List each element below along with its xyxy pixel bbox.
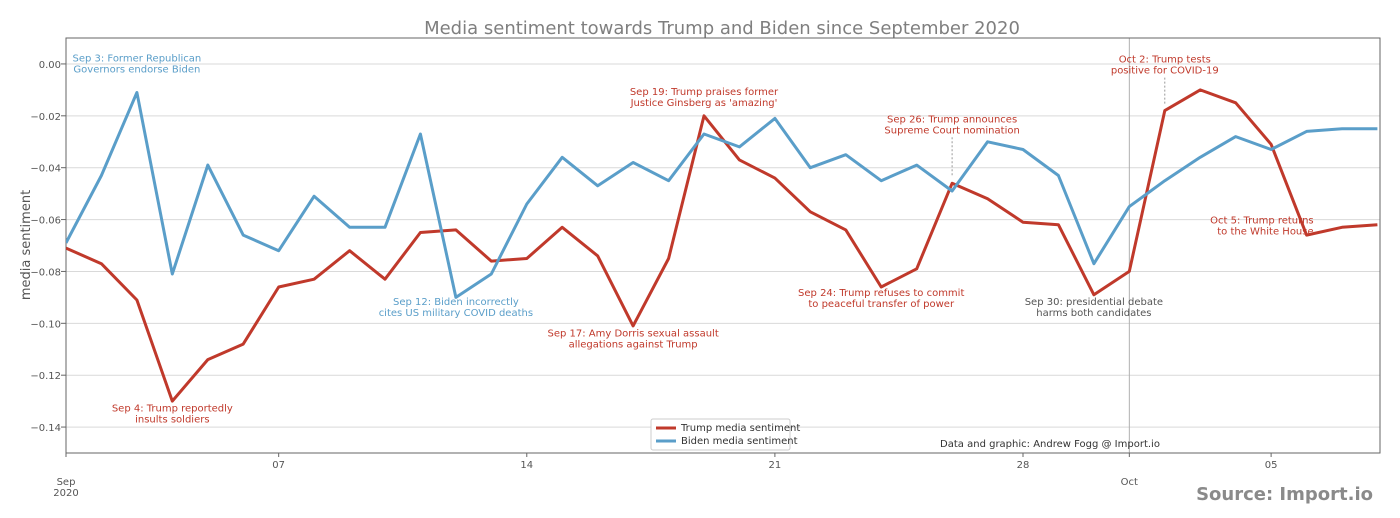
- x-tick-label: 21: [769, 460, 782, 471]
- trump-sentiment-line: [66, 88, 1378, 403]
- annotation-text: to the White House: [1217, 226, 1313, 237]
- annotation-text: allegations against Trump: [569, 339, 698, 350]
- y-tick-label: −0.04: [30, 164, 61, 175]
- x-tick-label: 07: [272, 460, 285, 471]
- x-tick-label: Sep: [57, 477, 76, 488]
- annotation-text: cites US military COVID deaths: [379, 308, 533, 319]
- biden-sentiment-line: [66, 91, 1378, 299]
- annotation-text: Sep 30: presidential debate: [1025, 297, 1163, 308]
- plot-frame: [65, 37, 1381, 454]
- grid-lines: [66, 38, 1380, 453]
- x-tick-label: 14: [520, 460, 533, 471]
- x-tick-label: 28: [1017, 460, 1030, 471]
- y-tick-label: 0.00: [39, 60, 61, 71]
- annotation-text: Oct 5: Trump returns: [1210, 215, 1314, 226]
- source-label: Source: Import.io: [1196, 484, 1373, 505]
- legend-label-trump: Trump media sentiment: [680, 423, 800, 434]
- legend-label-biden: Biden media sentiment: [681, 436, 798, 447]
- annotation-text: to peaceful transfer of power: [808, 299, 955, 310]
- annotation-text: Governors endorse Biden: [73, 64, 200, 75]
- y-axis-label: media sentiment: [19, 190, 34, 300]
- annotation-text: positive for COVID-19: [1111, 66, 1219, 77]
- y-tick-label: −0.10: [30, 319, 61, 330]
- y-tick-label: −0.14: [30, 423, 61, 434]
- annotation-text: Justice Ginsberg as 'amazing': [630, 98, 778, 109]
- annotation-text: Sep 4: Trump reportedly: [112, 404, 233, 415]
- annotation-text: Sep 12: Biden incorrectly: [393, 297, 519, 308]
- x-tick-label: Oct: [1121, 477, 1138, 488]
- legend-box: [650, 418, 791, 451]
- y-tick-label: −0.02: [30, 112, 61, 123]
- credit-text: Data and graphic: Andrew Fogg @ Import.i…: [940, 439, 1160, 450]
- annotation-text: Oct 2: Trump tests: [1119, 55, 1211, 66]
- axes: 0.00 −0.02 −0.04 −0.06 −0.08 −0.10 −0.12 −0.14 S…: [30, 37, 1381, 499]
- annotation-text: insults soldiers: [135, 415, 209, 426]
- annotation-text: Sep 26: Trump announces: [887, 114, 1017, 125]
- annotation-text: Sep 24: Trump refuses to commit: [798, 288, 964, 299]
- annotation-text: Sep 17: Amy Dorris sexual assault: [547, 328, 718, 339]
- y-tick-label: −0.08: [30, 267, 61, 278]
- x-tick-label: 05: [1265, 460, 1278, 471]
- y-tick-label: −0.06: [30, 216, 61, 227]
- annotation-text: Sep 3: Former Republican: [72, 53, 201, 64]
- y-tick-label: −0.12: [30, 371, 61, 382]
- annotation-text: harms both candidates: [1036, 308, 1151, 319]
- chart-title: Media sentiment towards Trump and Biden …: [424, 18, 1020, 39]
- annotation-text: Sep 19: Trump praises former: [630, 87, 779, 98]
- series-lines: [66, 88, 1378, 403]
- legend: Trump media sentiment Biden media sentim…: [650, 418, 800, 451]
- annotation-text: Supreme Court nomination: [884, 125, 1019, 136]
- x-tick-sublabel: 2020: [53, 488, 78, 499]
